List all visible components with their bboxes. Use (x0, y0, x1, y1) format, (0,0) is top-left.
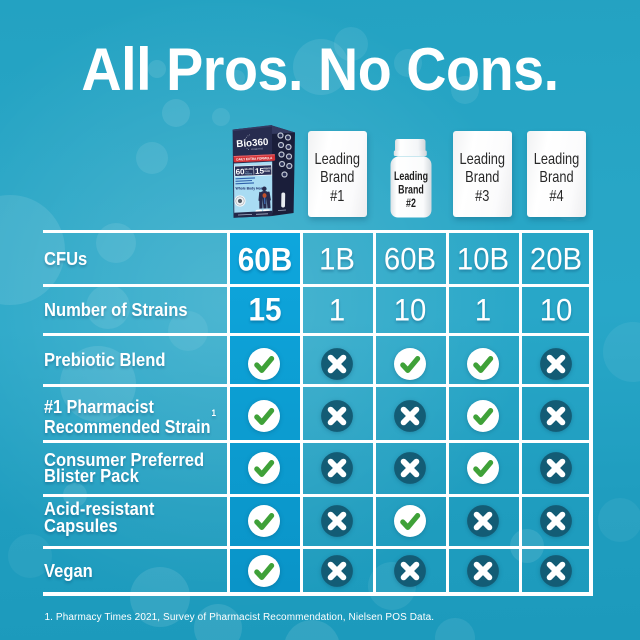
svg-text:#2: #2 (406, 197, 416, 211)
svg-text:PROBIOTICS: PROBIOTICS (245, 173, 253, 175)
svg-text:Bio360: Bio360 (236, 137, 269, 150)
svg-text:PROBIOTICS: PROBIOTICS (251, 148, 264, 151)
svg-text:15: 15 (255, 167, 265, 176)
svg-text:DAILY EXTRA FORMULA: DAILY EXTRA FORMULA (236, 156, 273, 162)
svg-text:Whole Body Health: Whole Body Health (236, 187, 267, 191)
svg-text:60: 60 (235, 167, 245, 176)
svg-text:PROBIOTIC: PROBIOTIC (263, 167, 271, 170)
svg-text:STRAINS: STRAINS (264, 170, 271, 173)
svg-text:BILLION: BILLION (245, 168, 253, 171)
svg-text:Brand: Brand (398, 183, 424, 197)
svg-text:Leading: Leading (394, 170, 428, 184)
svg-text:CFUs: CFUs (245, 171, 250, 173)
